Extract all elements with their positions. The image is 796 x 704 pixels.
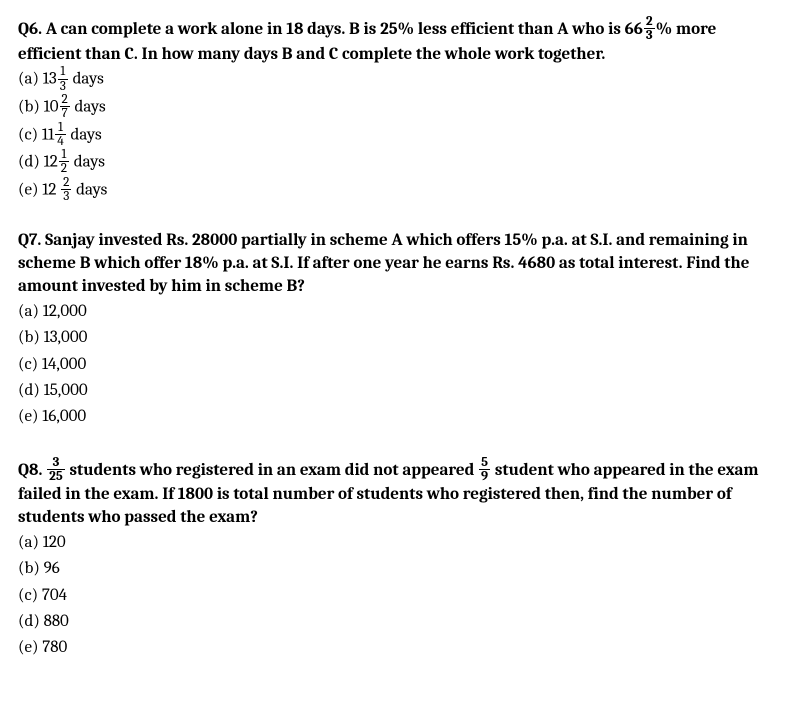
- q8-option-d: (d) 880: [18, 609, 778, 635]
- q7-option-d: (d) 15,000: [18, 378, 778, 404]
- q7-option-e: (e) 16,000: [18, 404, 778, 430]
- q6-option-d: (d) 1212 days: [18, 149, 778, 177]
- q8-option-e: (e) 780: [18, 635, 778, 661]
- q7-option-c: (c) 14,000: [18, 352, 778, 378]
- question-8-fraction-2: 59: [479, 456, 490, 484]
- q8-option-c: (c) 704: [18, 583, 778, 609]
- q6-option-b: (b) 1027 days: [18, 94, 778, 122]
- q7-option-b: (b) 13,000: [18, 325, 778, 351]
- question-6-label: Q6.: [18, 20, 42, 39]
- question-8: Q8. 325 students who registered in an ex…: [18, 457, 778, 662]
- question-7-label: Q7.: [18, 231, 41, 250]
- q7-option-a: (a) 12,000: [18, 299, 778, 325]
- q6-option-d-fraction: 12: [59, 148, 69, 176]
- q8-option-b: (b) 96: [18, 556, 778, 582]
- question-6-text: Q6. A can complete a work alone in 18 da…: [18, 16, 778, 66]
- question-8-fraction-1: 325: [47, 456, 65, 484]
- q6-option-c: (c) 1114 days: [18, 122, 778, 150]
- question-8-text: Q8. 325 students who registered in an ex…: [18, 457, 778, 530]
- q8-option-a: (a) 120: [18, 530, 778, 556]
- q6-option-e-fraction: 23: [61, 176, 71, 204]
- question-7-body: Sanjay invested Rs. 28000 partially in s…: [18, 231, 749, 296]
- question-6: Q6. A can complete a work alone in 18 da…: [18, 16, 778, 204]
- question-8-label: Q8.: [18, 461, 42, 480]
- q6-option-a: (a) 1313 days: [18, 66, 778, 94]
- question-8-part1: students who registered in an exam did n…: [69, 461, 474, 480]
- q6-option-b-fraction: 27: [60, 93, 70, 121]
- question-7-text: Q7. Sanjay invested Rs. 28000 partially …: [18, 230, 778, 299]
- question-6-fraction: 23: [644, 15, 655, 43]
- q6-option-c-fraction: 14: [55, 121, 66, 149]
- q6-option-e: (e) 12 23 days: [18, 177, 778, 205]
- question-6-part1: A can complete a work alone in 18 days. …: [46, 20, 643, 39]
- question-7: Q7. Sanjay invested Rs. 28000 partially …: [18, 230, 778, 431]
- q6-option-a-fraction: 13: [58, 65, 68, 93]
